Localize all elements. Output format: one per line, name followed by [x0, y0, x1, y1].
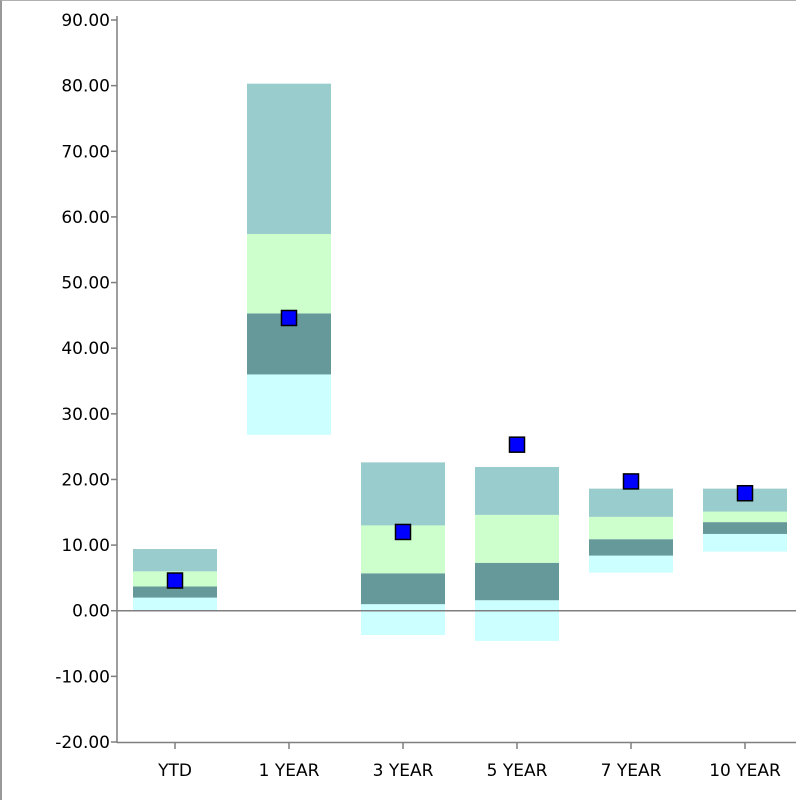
- bar-band-3-year-1: [361, 604, 445, 636]
- bar-band-10-year-3: [703, 511, 787, 523]
- y-tick-label: 20.00: [61, 470, 110, 490]
- bar-band-ytd-4: [133, 549, 217, 572]
- bar-band-5-year-4: [475, 466, 559, 515]
- x-tick-label: 1 YEAR: [259, 761, 320, 781]
- y-tick-label: 10.00: [61, 536, 110, 556]
- bar-band-1-year-3: [247, 233, 331, 314]
- bar-band-ytd-1: [133, 597, 217, 611]
- y-tick-label: 70.00: [61, 142, 110, 162]
- y-tick-label: 60.00: [61, 208, 110, 228]
- bar-band-1-year-1: [247, 374, 331, 435]
- y-tick-label: 50.00: [61, 274, 110, 294]
- y-tick-label: -20.00: [55, 733, 110, 753]
- y-tick-label: 90.00: [61, 11, 110, 31]
- bar-band-7-year-3: [589, 516, 673, 540]
- y-tick-label: 30.00: [61, 405, 110, 425]
- bar-band-7-year-4: [589, 488, 673, 517]
- bands-layer: [133, 83, 787, 641]
- y-tick-label: 40.00: [61, 339, 110, 359]
- axes-layer: [111, 16, 796, 749]
- x-tick-label: 10 YEAR: [709, 761, 781, 781]
- bar-band-5-year-2: [475, 562, 559, 601]
- x-tick-label: YTD: [157, 761, 192, 781]
- bar-band-5-year-3: [475, 514, 559, 563]
- y-tick-label: 0.00: [72, 602, 110, 622]
- bar-band-7-year-2: [589, 539, 673, 556]
- marker-1-year[interactable]: [280, 309, 298, 327]
- labels-layer: 90.00 80.00 70.00 60.00 50.00 40.00 30.00 20.00…: [55, 11, 781, 781]
- bar-band-5-year-1: [475, 600, 559, 641]
- x-tick-label: 5 YEAR: [487, 761, 548, 781]
- x-tick-label: 3 YEAR: [373, 761, 434, 781]
- bar-band-10-year-2: [703, 522, 787, 534]
- bar-band-7-year-1: [589, 555, 673, 573]
- bar-band-1-year-4: [247, 83, 331, 234]
- marker-7-year[interactable]: [622, 473, 640, 490]
- marker-ytd[interactable]: [166, 572, 184, 589]
- markers-layer: [166, 309, 754, 589]
- bar-band-3-year-4: [361, 462, 445, 526]
- marker-5-year[interactable]: [508, 436, 526, 453]
- y-tick-label: -10.00: [55, 667, 110, 687]
- bar-band-10-year-1: [703, 533, 787, 552]
- x-tick-label: 7 YEAR: [601, 761, 662, 781]
- y-tick-label: 80.00: [61, 77, 110, 97]
- marker-10-year[interactable]: [736, 484, 754, 502]
- marker-3-year[interactable]: [394, 523, 412, 541]
- bar-band-3-year-2: [361, 573, 445, 605]
- bar-band-ytd-2: [133, 586, 217, 598]
